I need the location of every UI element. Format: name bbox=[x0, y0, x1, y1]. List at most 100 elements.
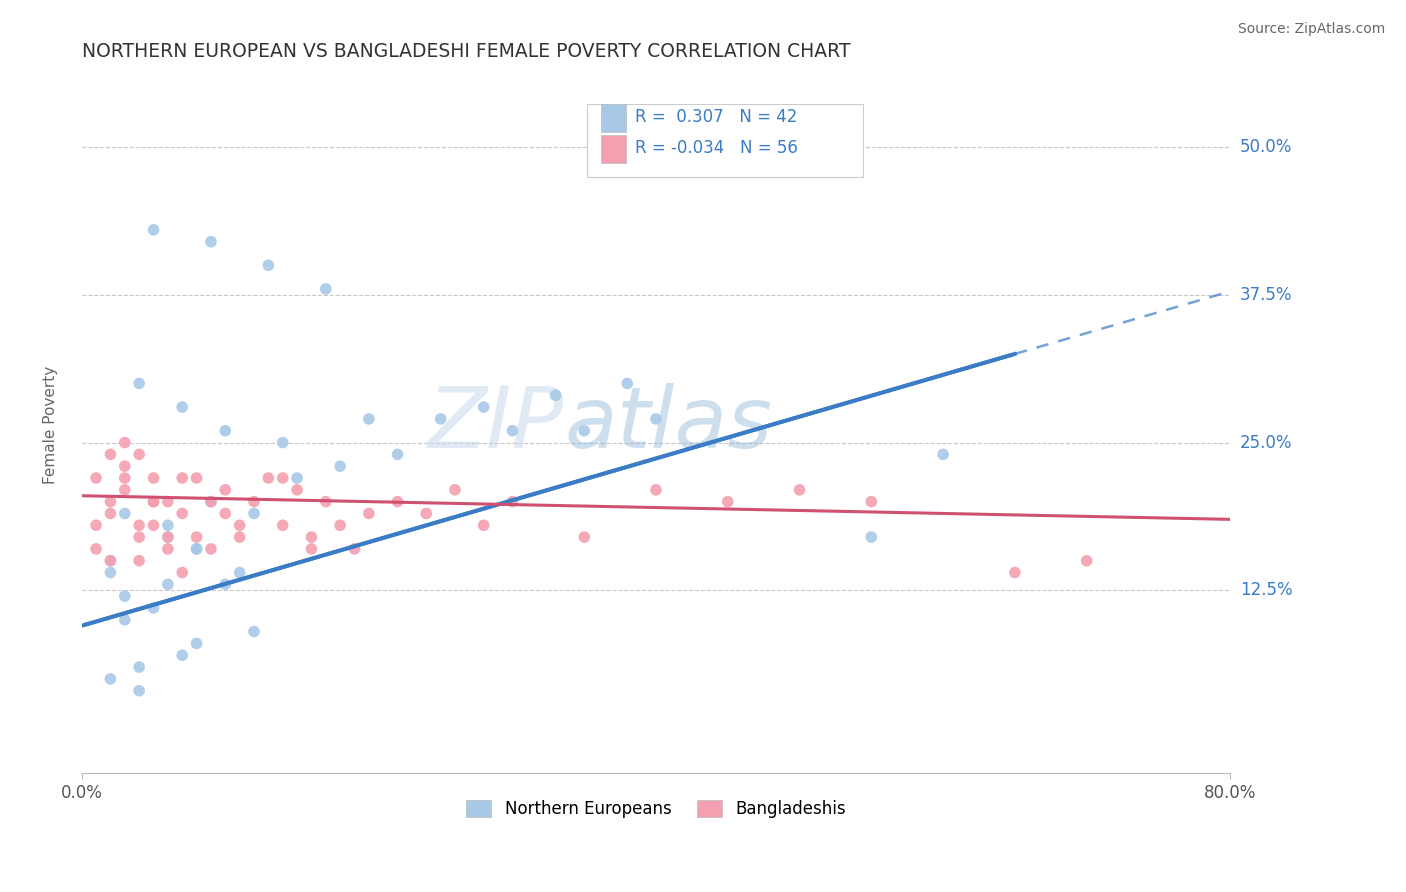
Point bbox=[717, 494, 740, 508]
Point bbox=[574, 530, 596, 544]
Bar bbox=[600, 104, 626, 132]
Point bbox=[114, 507, 136, 521]
Point bbox=[84, 518, 107, 533]
Bar bbox=[600, 136, 626, 163]
Point bbox=[860, 494, 883, 508]
Text: R =  0.307   N = 42: R = 0.307 N = 42 bbox=[636, 108, 797, 126]
Point bbox=[114, 459, 136, 474]
Point bbox=[186, 636, 208, 650]
Point bbox=[228, 566, 250, 580]
Text: 12.5%: 12.5% bbox=[1240, 582, 1292, 599]
Point bbox=[156, 530, 179, 544]
Point bbox=[301, 541, 323, 556]
Point bbox=[128, 518, 150, 533]
Point bbox=[100, 566, 122, 580]
Point bbox=[271, 471, 294, 485]
Point bbox=[114, 613, 136, 627]
Point bbox=[186, 471, 208, 485]
Point bbox=[315, 494, 337, 508]
Point bbox=[1076, 554, 1098, 568]
Point bbox=[387, 494, 409, 508]
Point bbox=[214, 507, 236, 521]
Point bbox=[243, 507, 266, 521]
Text: Source: ZipAtlas.com: Source: ZipAtlas.com bbox=[1237, 22, 1385, 37]
Text: ZIP: ZIP bbox=[427, 384, 564, 467]
Point bbox=[84, 471, 107, 485]
Text: NORTHERN EUROPEAN VS BANGLADESHI FEMALE POVERTY CORRELATION CHART: NORTHERN EUROPEAN VS BANGLADESHI FEMALE … bbox=[82, 42, 851, 61]
Point bbox=[200, 494, 222, 508]
Point bbox=[172, 566, 194, 580]
Text: 25.0%: 25.0% bbox=[1240, 434, 1292, 451]
Point bbox=[315, 282, 337, 296]
Point bbox=[172, 507, 194, 521]
Point bbox=[186, 541, 208, 556]
Point bbox=[257, 471, 280, 485]
Point bbox=[142, 494, 165, 508]
Text: 50.0%: 50.0% bbox=[1240, 138, 1292, 156]
Point bbox=[472, 518, 495, 533]
Point bbox=[142, 223, 165, 237]
Point bbox=[142, 471, 165, 485]
Text: R = -0.034   N = 56: R = -0.034 N = 56 bbox=[636, 139, 799, 157]
Point bbox=[343, 541, 366, 556]
Point bbox=[156, 577, 179, 591]
Point bbox=[444, 483, 467, 497]
Text: 37.5%: 37.5% bbox=[1240, 285, 1292, 304]
Point bbox=[357, 412, 380, 426]
Point bbox=[200, 541, 222, 556]
Point bbox=[228, 518, 250, 533]
Point bbox=[301, 530, 323, 544]
Point bbox=[501, 494, 523, 508]
Point bbox=[114, 483, 136, 497]
Point bbox=[114, 471, 136, 485]
Point bbox=[100, 447, 122, 461]
Point bbox=[100, 672, 122, 686]
Point bbox=[285, 471, 308, 485]
Point bbox=[156, 530, 179, 544]
Point bbox=[214, 483, 236, 497]
Point bbox=[257, 258, 280, 272]
Point bbox=[214, 424, 236, 438]
Point bbox=[200, 235, 222, 249]
Point bbox=[100, 554, 122, 568]
Point bbox=[1004, 566, 1026, 580]
Point bbox=[932, 447, 955, 461]
Point bbox=[142, 494, 165, 508]
Point bbox=[100, 554, 122, 568]
Point bbox=[645, 483, 668, 497]
Point bbox=[172, 471, 194, 485]
Point bbox=[172, 400, 194, 414]
Point bbox=[271, 518, 294, 533]
Point bbox=[501, 424, 523, 438]
Point bbox=[329, 459, 352, 474]
Legend: Northern Europeans, Bangladeshis: Northern Europeans, Bangladeshis bbox=[460, 793, 852, 824]
Point bbox=[214, 577, 236, 591]
Point bbox=[128, 554, 150, 568]
Point bbox=[271, 435, 294, 450]
Point bbox=[128, 530, 150, 544]
Point bbox=[128, 683, 150, 698]
Text: atlas: atlas bbox=[564, 384, 772, 467]
Point bbox=[228, 530, 250, 544]
Point bbox=[186, 541, 208, 556]
Point bbox=[186, 530, 208, 544]
Point bbox=[128, 376, 150, 391]
Point bbox=[172, 648, 194, 663]
Point bbox=[128, 447, 150, 461]
Point bbox=[84, 541, 107, 556]
Point bbox=[329, 518, 352, 533]
Point bbox=[156, 541, 179, 556]
Point bbox=[429, 412, 451, 426]
Point bbox=[128, 660, 150, 674]
Point bbox=[156, 518, 179, 533]
Point bbox=[285, 483, 308, 497]
Point bbox=[789, 483, 811, 497]
Point bbox=[100, 507, 122, 521]
Point bbox=[200, 494, 222, 508]
Point bbox=[114, 589, 136, 603]
Point bbox=[616, 376, 638, 391]
Point bbox=[387, 447, 409, 461]
Point bbox=[357, 507, 380, 521]
Point bbox=[243, 494, 266, 508]
Point bbox=[860, 530, 883, 544]
